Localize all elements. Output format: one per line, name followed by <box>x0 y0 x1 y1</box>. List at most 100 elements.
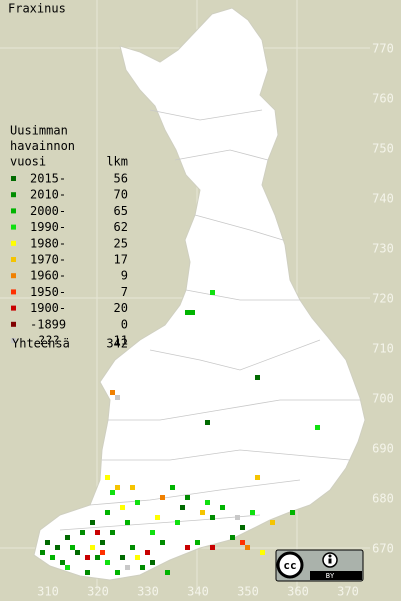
legend-swatch <box>11 192 16 198</box>
obs <box>240 525 245 530</box>
y-label: 710 <box>372 342 394 356</box>
legend-label: 1960- <box>30 269 66 283</box>
obs <box>130 485 135 490</box>
obs <box>85 570 90 575</box>
obs <box>60 560 65 565</box>
obs <box>185 495 190 500</box>
obs <box>155 515 160 520</box>
obs <box>135 500 140 505</box>
obs <box>55 545 60 550</box>
legend-label: ??? <box>38 334 60 348</box>
obs <box>45 540 50 545</box>
legend-header: havainnon <box>10 139 75 153</box>
obs <box>120 505 125 510</box>
obs <box>255 375 260 380</box>
legend-count: 56 <box>114 172 128 186</box>
obs <box>260 550 265 555</box>
x-label: 330 <box>137 585 159 599</box>
obs <box>105 475 110 480</box>
obs <box>245 545 250 550</box>
legend-count: 0 <box>121 317 128 331</box>
axis-labels: 310 320 330 340 350 360 3707707607507407307207… <box>37 42 394 599</box>
obs <box>50 555 55 560</box>
x-label: 370 <box>337 585 359 599</box>
legend-count: 25 <box>114 236 128 250</box>
obs <box>250 510 255 515</box>
obs <box>230 535 235 540</box>
obs <box>315 425 320 430</box>
legend-label: 1970- <box>30 253 66 267</box>
legend-swatch <box>11 321 16 327</box>
obs <box>110 490 115 495</box>
x-label: 340 <box>187 585 209 599</box>
y-label: 690 <box>372 442 394 456</box>
x-label: 320 <box>87 585 109 599</box>
y-label: 680 <box>372 492 394 506</box>
obs <box>115 485 120 490</box>
obs <box>95 530 100 535</box>
obs <box>65 535 70 540</box>
obs <box>120 555 125 560</box>
obs <box>185 310 190 315</box>
legend-swatch <box>11 338 16 343</box>
x-label: 310 <box>37 585 59 599</box>
obs <box>125 520 130 525</box>
y-label: 760 <box>372 92 394 106</box>
legend-count: 20 <box>114 301 128 315</box>
legend-count: 70 <box>114 188 128 202</box>
obs <box>190 310 195 315</box>
obs <box>105 510 110 515</box>
obs <box>85 555 90 560</box>
y-label: 730 <box>372 242 394 256</box>
obs <box>150 530 155 535</box>
legend-count-header: lkm <box>106 155 128 169</box>
obs <box>150 560 155 565</box>
legend-swatch <box>11 257 16 262</box>
legend-swatch <box>11 305 16 311</box>
obs <box>220 505 225 510</box>
legend-count: 65 <box>114 204 128 218</box>
badge-strip <box>310 571 362 580</box>
obs <box>110 530 115 535</box>
legend-swatch <box>11 289 16 295</box>
obs <box>200 510 205 515</box>
title: Fraxinus <box>8 2 66 16</box>
legend-label: 2015- <box>30 172 66 186</box>
legend-swatch <box>11 224 16 230</box>
cc-text: cc <box>283 559 296 572</box>
legend-header: vuosi <box>10 155 46 169</box>
obs <box>210 545 215 550</box>
obs <box>125 565 130 570</box>
legend-label: 1950- <box>30 285 66 299</box>
x-label: 350 <box>237 585 259 599</box>
y-label: 740 <box>372 192 394 206</box>
obs <box>140 565 145 570</box>
obs <box>110 390 115 395</box>
obs <box>90 520 95 525</box>
legend-count: 62 <box>114 220 128 234</box>
legend-swatch <box>11 208 16 214</box>
legend-count: 11 <box>114 334 128 348</box>
obs <box>160 540 165 545</box>
by-body <box>328 558 332 564</box>
obs <box>135 555 140 560</box>
obs <box>80 530 85 535</box>
obs <box>90 545 95 550</box>
obs <box>95 555 100 560</box>
obs <box>130 545 135 550</box>
obs <box>290 510 295 515</box>
x-label: 360 <box>287 585 309 599</box>
y-label: 720 <box>372 292 394 306</box>
obs <box>255 475 260 480</box>
obs <box>100 540 105 545</box>
total-count: 342 <box>106 337 128 351</box>
obs <box>170 485 175 490</box>
legend-swatch <box>11 240 16 246</box>
y-label: 670 <box>372 542 394 556</box>
legend-label: -1899 <box>30 317 66 331</box>
obs <box>145 550 150 555</box>
obs <box>205 500 210 505</box>
obs <box>180 505 185 510</box>
